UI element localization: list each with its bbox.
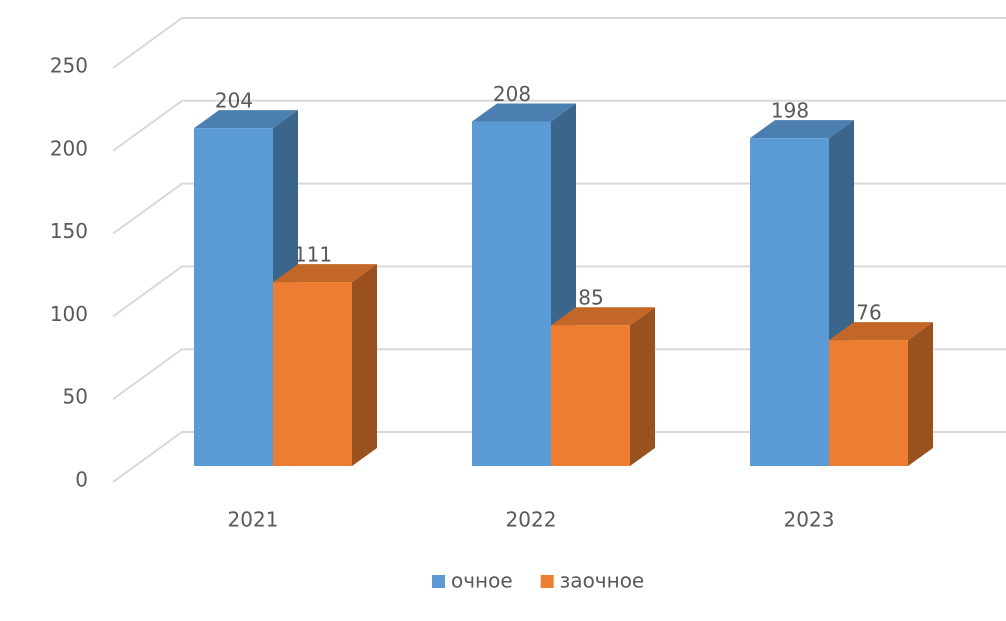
data-label: 111 — [294, 243, 332, 267]
legend-swatch — [540, 575, 554, 588]
data-label: 76 — [856, 301, 881, 325]
data-label: 85 — [578, 286, 603, 310]
grid-line — [112, 17, 1006, 69]
bar-front — [472, 121, 551, 466]
bar-front — [551, 325, 630, 466]
bar-side — [908, 322, 933, 466]
bar-top — [829, 322, 933, 341]
y-tick-label: 200 — [50, 136, 88, 160]
bar-top — [551, 307, 655, 326]
legend-label: очное — [451, 569, 513, 593]
bar-top — [472, 103, 576, 122]
grid-line — [112, 265, 1006, 318]
bar-front — [273, 282, 352, 466]
bar-side — [352, 264, 377, 466]
y-tick-label: 100 — [50, 302, 88, 326]
bar-top — [273, 264, 377, 283]
y-tick-label: 250 — [50, 54, 88, 78]
legend-swatch — [432, 575, 445, 588]
grid-line — [112, 99, 1006, 152]
grid-line — [112, 431, 1006, 483]
y-tick-label: 50 — [63, 385, 88, 409]
grid-line — [112, 348, 1006, 401]
data-label: 208 — [493, 82, 531, 106]
bar-top — [194, 110, 298, 129]
bar-front — [829, 340, 908, 466]
legend-label: заочное — [560, 569, 645, 593]
x-tick-label: 2022 — [506, 508, 557, 532]
x-tick-label: 2023 — [784, 508, 835, 532]
data-label: 204 — [215, 89, 253, 113]
bar — [829, 322, 933, 466]
y-tick-label: 150 — [50, 219, 88, 243]
x-tick-label: 2021 — [228, 508, 279, 532]
data-label: 198 — [771, 99, 809, 123]
bar-top — [750, 120, 854, 139]
bar-front — [194, 128, 273, 466]
bar — [273, 264, 377, 466]
y-tick-label: 0 — [75, 468, 88, 492]
grid-line — [112, 182, 1006, 235]
bar-side — [630, 307, 655, 466]
bar — [551, 307, 655, 466]
bar-front — [750, 138, 829, 466]
